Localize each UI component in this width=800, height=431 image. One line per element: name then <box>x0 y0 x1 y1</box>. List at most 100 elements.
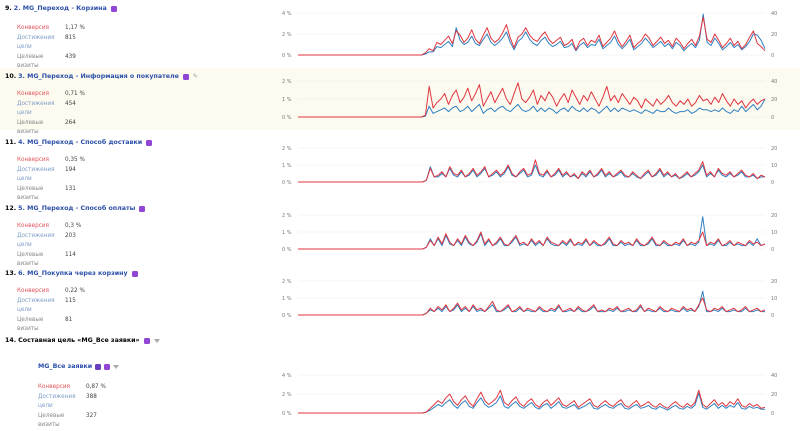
goal-block-9: 9. 2. MG_Переход - Корзина Конверсия 1,17… <box>0 0 800 69</box>
right-tick-label: 40 <box>771 373 777 379</box>
left-tick-label: 2 % <box>282 213 292 219</box>
composite-goal-title: Составная цель «MG_Все заявки» <box>18 337 140 344</box>
conversion-value: 0,3 % <box>65 223 82 229</box>
goal-title-13: 13. 6. MG_Покупка через корзину <box>5 270 138 277</box>
reaches-label: Достижения цели <box>17 100 55 117</box>
right-tick-label: 10 <box>771 296 777 302</box>
funnel-icon[interactable] <box>153 338 160 343</box>
right-tick-label: 40 <box>771 79 777 85</box>
goal-title-9: 9. 2. MG_Переход - Корзина <box>5 5 117 12</box>
right-tick-label: 0 <box>771 53 774 59</box>
goal-title-14: 14. Составная цель «MG_Все заявки» <box>5 337 160 344</box>
left-tick-label: 2 % <box>282 32 292 38</box>
goal-number: 9. <box>5 5 12 12</box>
pencil-icon[interactable]: ✎ <box>192 73 198 80</box>
conversion-value: 0,35 % <box>65 157 85 163</box>
goal-number: 12. <box>5 205 17 212</box>
subgoal-link[interactable]: MG_Все заявки <box>38 363 93 370</box>
conversion-label: Конверсия <box>17 223 49 229</box>
left-tick-label: 4 % <box>282 11 292 17</box>
visits-label: Целевые визиты <box>38 412 65 429</box>
goal-number: 10. <box>5 73 17 80</box>
left-tick-label: 1 % <box>282 230 292 236</box>
goal-chart-12: 2 % 20 1 % 10 0 % 0 <box>280 211 785 255</box>
line-chart: 2 % 20 1 % 10 0 % 0 <box>282 146 777 186</box>
line-chart: 2 % 20 1 % 10 0 % 0 <box>282 213 777 253</box>
reaches-value: 815 <box>65 34 76 41</box>
left-tick-label: 2 % <box>282 279 292 285</box>
goal-chart-10: 2 % 40 1 % 20 0 % 0 <box>280 77 785 123</box>
goal-link[interactable]: 2. MG_Переход - Корзина <box>13 5 107 12</box>
left-tick-label: 1 % <box>282 97 292 103</box>
visits-value: 81 <box>65 316 73 323</box>
goal-number: 13. <box>5 270 17 277</box>
left-tick-label: 2 % <box>282 392 292 398</box>
visits-value: 327 <box>86 412 97 419</box>
goal-link[interactable]: 4. MG_Переход - Способ доставки <box>18 139 143 146</box>
right-tick-label: 10 <box>771 230 777 236</box>
conversion-label: Конверсия <box>17 288 49 294</box>
conversion-label: Конверсия <box>38 384 70 390</box>
goal-chart-11: 2 % 20 1 % 10 0 % 0 <box>280 144 785 188</box>
right-tick-label: 20 <box>771 97 777 103</box>
left-tick-label: 0 % <box>282 115 292 121</box>
reaches-label: Достижения цели <box>38 393 76 410</box>
conversion-value: 0,22 % <box>65 288 85 294</box>
right-tick-label: 0 <box>771 411 774 417</box>
visits-label: Целевые визиты <box>17 53 44 70</box>
goal-badge-icon[interactable] <box>131 270 138 277</box>
left-tick-label: 4 % <box>282 373 292 379</box>
right-tick-label: 0 <box>771 247 774 253</box>
goal-badge-icon[interactable] <box>104 363 111 370</box>
visits-label: Целевые визиты <box>17 316 44 333</box>
left-tick-label: 1 % <box>282 296 292 302</box>
visits-value: 114 <box>65 251 76 258</box>
goal-badge-icon[interactable] <box>143 337 150 344</box>
goal-badge-icon[interactable] <box>139 205 146 212</box>
funnel-icon[interactable] <box>113 364 120 369</box>
goal-link[interactable]: 3. MG_Переход - Информация о покупателе <box>18 73 179 80</box>
reaches-label: Достижения цели <box>17 166 55 183</box>
conversion-line <box>298 297 766 316</box>
conversion-line <box>298 159 766 183</box>
left-tick-label: 0 % <box>282 313 292 319</box>
visits-value: 131 <box>65 185 76 192</box>
right-tick-label: 0 <box>771 313 774 319</box>
goal-badge-icon[interactable] <box>182 73 189 80</box>
right-tick-label: 0 <box>771 180 774 186</box>
visits-label: Целевые визиты <box>17 119 44 136</box>
goal-link[interactable]: 5. MG_Переход - Способ оплаты <box>18 205 136 212</box>
conversion-line <box>298 389 766 414</box>
goal-metrics: Конверсия 1,17 % Достижения цели 815 Целев… <box>17 24 85 72</box>
goal-number: 14. <box>5 337 17 344</box>
line-chart: 2 % 20 1 % 10 0 % 0 <box>282 279 777 319</box>
goal-chart-9: 4 % 40 2 % 20 0 % 0 <box>280 9 785 61</box>
goal-title-12: 12. 5. MG_Переход - Способ оплаты <box>5 205 146 212</box>
right-tick-label: 20 <box>771 32 777 38</box>
left-tick-label: 2 % <box>282 146 292 152</box>
reaches-value: 203 <box>65 232 76 239</box>
visits-line <box>298 98 766 118</box>
reaches-label: Достижения цели <box>17 34 55 51</box>
left-tick-label: 1 % <box>282 163 292 169</box>
conversion-value: 0,71 % <box>65 91 85 97</box>
goal-badge-icon[interactable] <box>146 139 153 146</box>
visits-value: 264 <box>65 119 76 126</box>
left-tick-label: 0 % <box>282 180 292 186</box>
line-chart: 2 % 40 1 % 20 0 % 0 <box>282 79 777 121</box>
subgoal-title: MG_Все заявки <box>38 363 120 370</box>
info-badge-icon[interactable] <box>95 363 102 370</box>
goal-block-12: 12. 5. MG_Переход - Способ оплаты Конвер… <box>0 200 800 267</box>
goal-block-10: 10. 3. MG_Переход - Информация о покупат… <box>0 68 800 135</box>
visits-value: 439 <box>65 53 76 60</box>
conversion-value: 0,87 % <box>86 384 106 390</box>
goal-badge-icon[interactable] <box>110 5 117 12</box>
goal-block-11: 11. 4. MG_Переход - Способ доставки Конв… <box>0 134 800 201</box>
left-tick-label: 0 % <box>282 247 292 253</box>
reaches-label: Достижения цели <box>17 232 55 249</box>
left-tick-label: 0 % <box>282 411 292 417</box>
visits-line <box>298 13 766 56</box>
right-tick-label: 20 <box>771 279 777 285</box>
reaches-value: 194 <box>65 166 76 173</box>
goal-link[interactable]: 6. MG_Покупка через корзину <box>18 270 128 277</box>
